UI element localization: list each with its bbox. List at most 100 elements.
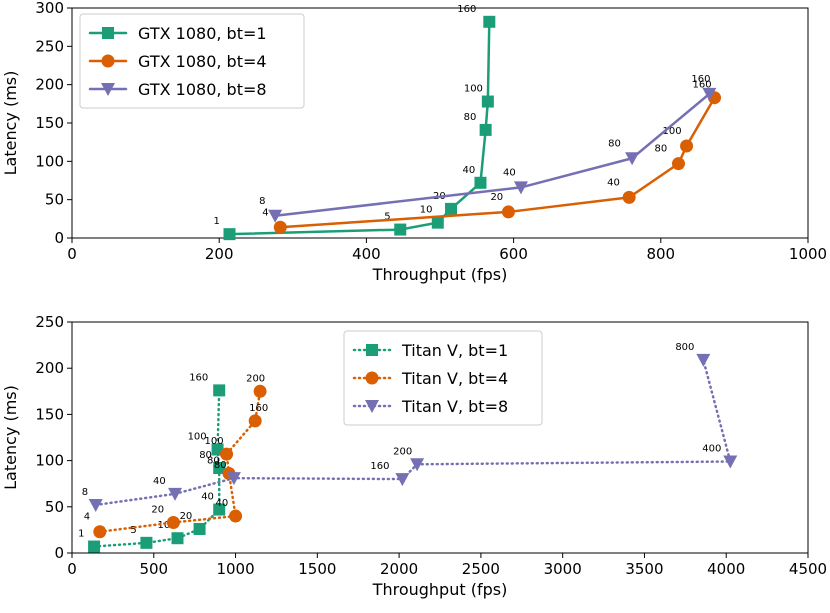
top-chart: 0 200 400 600 800 1000 0 50 100 150 200 250 300 Throu… xyxy=(1,0,827,284)
series-line xyxy=(273,92,711,218)
x-axis-label: Throughput (fps) xyxy=(372,265,508,284)
legend-marker xyxy=(101,83,115,96)
data-point xyxy=(168,487,183,501)
data-point xyxy=(140,536,153,549)
data-point xyxy=(481,95,494,108)
data-point xyxy=(193,522,206,535)
data-point xyxy=(410,458,425,472)
legend-marker xyxy=(101,54,115,68)
x-tick-label: 3000 xyxy=(544,560,582,578)
data-point xyxy=(229,509,243,523)
data-point xyxy=(226,472,241,486)
x-tick-label: 400 xyxy=(352,245,381,263)
legend: Titan V, bt=1 Titan V, bt=4 Titan V, bt=8 xyxy=(343,330,543,426)
data-point xyxy=(223,228,236,241)
legend-entry: GTX 1080, bt=8 xyxy=(138,80,267,99)
data-label: 80 xyxy=(214,460,227,471)
data-label: 100 xyxy=(464,84,483,95)
data-point xyxy=(394,223,407,236)
legend-box xyxy=(343,330,543,426)
data-label: 5 xyxy=(130,525,136,536)
data-point xyxy=(268,209,283,223)
x-tick-label: 200 xyxy=(205,245,234,263)
legend-entry: Titan V, bt=4 xyxy=(401,369,508,388)
data-label: 10 xyxy=(157,520,170,531)
y-tick-label: 100 xyxy=(35,452,64,470)
data-point xyxy=(88,540,101,553)
data-label: 8 xyxy=(82,487,88,498)
data-point xyxy=(680,139,694,153)
x-tick-label: 500 xyxy=(139,560,168,578)
x-tick-label: 0 xyxy=(67,560,77,578)
data-point xyxy=(395,473,410,487)
data-label: 40 xyxy=(201,492,214,503)
legend-marker xyxy=(365,371,379,385)
y-axis-label: Latency (ms) xyxy=(1,385,20,490)
data-label: 40 xyxy=(462,165,475,176)
y-tick-label: 50 xyxy=(45,191,64,209)
y-tick-label: 0 xyxy=(54,544,64,562)
x-tick-label: 4000 xyxy=(707,560,745,578)
series-gtx-2: 8 40 80 160 xyxy=(259,74,717,223)
data-point xyxy=(88,498,103,512)
y-tick-label: 300 xyxy=(35,0,64,17)
legend-marker xyxy=(102,27,114,39)
x-axis-label: Throughput (fps) xyxy=(372,580,508,599)
data-label: 100 xyxy=(188,432,207,443)
legend-box xyxy=(79,13,305,109)
data-label: 20 xyxy=(490,192,503,203)
data-label: 100 xyxy=(205,436,224,447)
data-label: 160 xyxy=(691,74,710,85)
data-point xyxy=(622,190,636,204)
data-point xyxy=(483,15,496,28)
data-label: 80 xyxy=(199,450,212,461)
data-point xyxy=(273,220,287,234)
data-label: 4 xyxy=(262,207,268,218)
data-label: 800 xyxy=(675,342,694,353)
data-label: 160 xyxy=(249,403,268,414)
data-label: 40 xyxy=(216,498,229,509)
series-titan-2: 8 40 80 160 200 400 800 xyxy=(82,342,738,512)
data-label: 40 xyxy=(503,167,516,178)
data-point xyxy=(501,205,515,219)
data-label: 80 xyxy=(207,456,220,467)
data-point xyxy=(93,525,107,539)
data-label: 40 xyxy=(607,177,620,188)
data-point xyxy=(696,353,711,367)
data-label: 5 xyxy=(384,212,390,223)
data-point xyxy=(671,157,685,171)
data-point xyxy=(253,384,267,398)
y-tick-label: 150 xyxy=(35,114,64,132)
data-label: 40 xyxy=(153,476,166,487)
data-label: 80 xyxy=(464,112,477,123)
data-label: 1 xyxy=(78,529,84,540)
legend-entry: Titan V, bt=8 xyxy=(401,397,508,416)
data-point xyxy=(213,461,226,474)
data-label: 20 xyxy=(180,511,193,522)
data-label: 8 xyxy=(259,196,265,207)
legend-entry: GTX 1080, bt=4 xyxy=(138,52,267,71)
legend-entry: GTX 1080, bt=1 xyxy=(138,24,267,43)
data-point xyxy=(474,176,487,189)
x-tick-label: 1500 xyxy=(298,560,336,578)
data-label: 160 xyxy=(189,372,208,383)
data-point xyxy=(171,532,184,545)
series-line xyxy=(279,96,716,229)
data-label: 200 xyxy=(246,373,265,384)
data-label: 160 xyxy=(370,461,389,472)
x-tick-label: 0 xyxy=(67,245,77,263)
x-tick-label: 600 xyxy=(499,245,528,263)
data-point xyxy=(723,455,738,469)
data-label: 80 xyxy=(608,138,621,149)
data-point xyxy=(431,216,444,229)
data-point xyxy=(625,152,640,166)
data-label: 160 xyxy=(457,4,476,15)
data-point xyxy=(248,414,262,428)
x-tick-label: 800 xyxy=(646,245,675,263)
x-tick-label: 4500 xyxy=(789,560,827,578)
data-point xyxy=(213,503,226,516)
y-tick-label: 50 xyxy=(45,498,64,516)
y-tick-label: 150 xyxy=(35,405,64,423)
series-gtx-1: 4 20 40 80 100 160 xyxy=(262,80,722,234)
